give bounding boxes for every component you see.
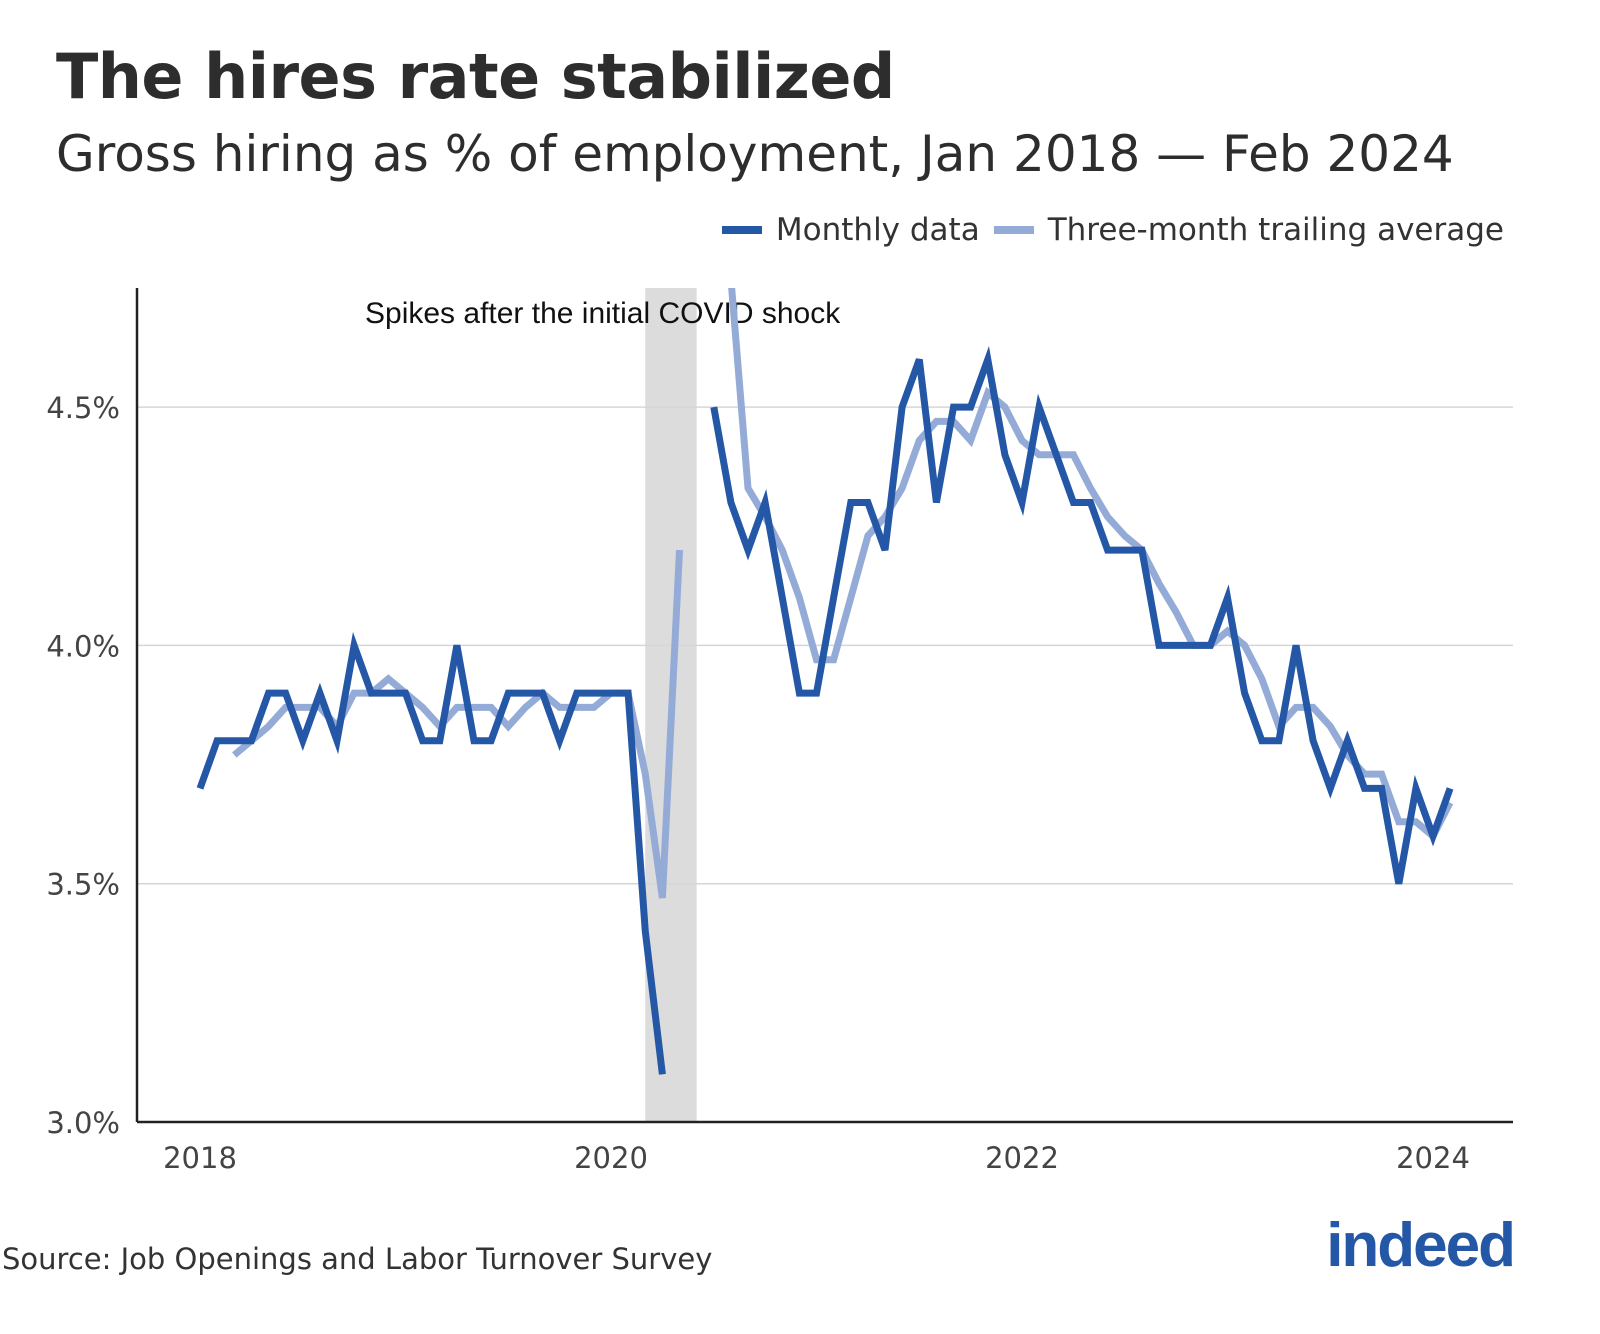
y-tick-label: 3.5% xyxy=(46,868,120,902)
chart-title: The hires rate stabilized xyxy=(56,40,895,113)
source-note: Source: Job Openings and Labor Turnover … xyxy=(2,1242,713,1276)
x-tick-label: 2018 xyxy=(163,1141,237,1175)
legend-swatch-average xyxy=(993,226,1034,234)
y-tick-label: 3.0% xyxy=(46,1106,120,1140)
average-line xyxy=(232,288,1454,899)
monthly-line xyxy=(196,346,1454,1075)
chart-subtitle: Gross hiring as % of employment, Jan 201… xyxy=(56,125,1454,183)
x-tick-label: 2024 xyxy=(1396,1141,1470,1175)
x-tick-label: 2022 xyxy=(985,1141,1059,1175)
y-tick-label: 4.5% xyxy=(46,391,120,425)
legend-label-average: Three-month trailing average xyxy=(1047,212,1504,248)
legend-label-monthly: Monthly data xyxy=(775,212,980,248)
legend-swatch-monthly xyxy=(721,226,762,234)
legend: Monthly data Three-month trailing averag… xyxy=(721,212,1504,248)
x-tick-label: 2020 xyxy=(574,1141,648,1175)
indeed-logo: indeed xyxy=(1326,1211,1516,1280)
covid-annotation: Spikes after the initial COVID shock xyxy=(365,297,841,330)
y-tick-label: 4.0% xyxy=(46,629,120,663)
